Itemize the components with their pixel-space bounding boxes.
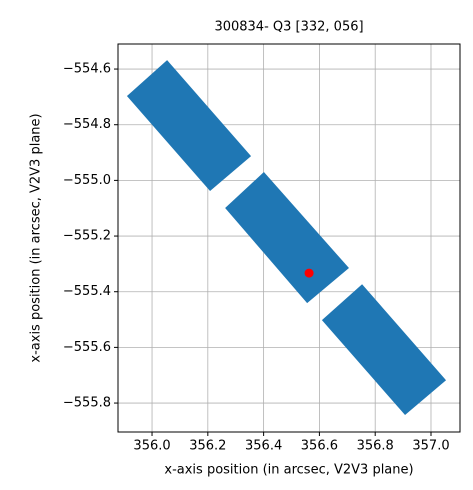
y-tick-label: −554.8: [63, 117, 111, 132]
detector-region: [126, 60, 252, 191]
x-tick-label: 356.4: [245, 439, 282, 454]
y-tick-label: −555.4: [63, 284, 111, 299]
x-tick-label: 356.8: [357, 439, 394, 454]
y-tick-label: −555.0: [63, 173, 111, 188]
x-tick-label: 356.2: [189, 439, 226, 454]
y-tick-label: −554.6: [63, 62, 111, 77]
chart-title: 300834- Q3 [332, 056]: [214, 20, 363, 35]
x-tick-label: 356.0: [133, 439, 170, 454]
y-axis-label: x-axis position (in arcsec, V2V3 plane): [29, 113, 44, 362]
detector-region: [321, 284, 447, 416]
x-tick-label: 357.0: [412, 439, 449, 454]
x-axis-label: x-axis position (in arcsec, V2V3 plane): [164, 463, 413, 478]
y-tick-label: −555.6: [63, 340, 111, 355]
y-tick-label: −555.8: [63, 396, 111, 411]
x-tick-label: 356.6: [301, 439, 338, 454]
detector-region: [225, 172, 349, 304]
target-point: [304, 268, 314, 278]
plot-frame: [117, 43, 461, 433]
y-tick-label: −555.2: [63, 229, 111, 244]
